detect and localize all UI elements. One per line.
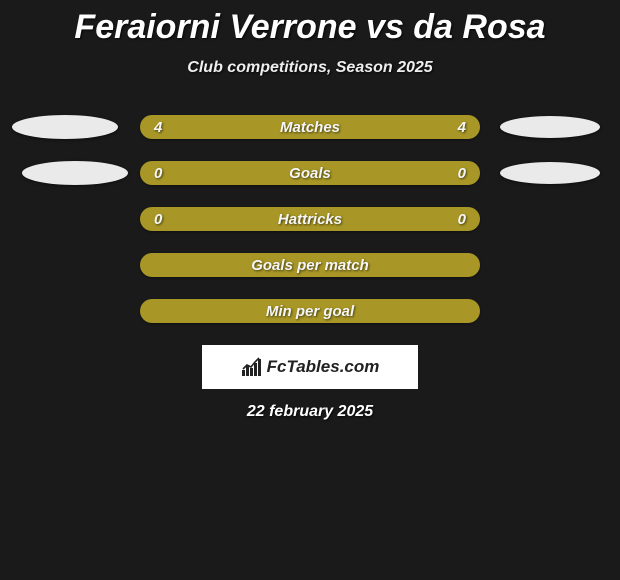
stat-row-goals-per-match: Goals per match: [10, 253, 610, 277]
player-ellipse-right: [500, 162, 600, 184]
stat-label: Goals per match: [251, 257, 369, 274]
stat-right-value: 0: [458, 211, 466, 228]
stat-right-value: 0: [458, 165, 466, 182]
comparison-content: 4 Matches 4 0 Goals 0 0 Hattricks 0: [0, 115, 620, 421]
stat-bar: Min per goal: [140, 299, 480, 323]
stat-right-value: 4: [458, 119, 466, 136]
stat-label: Matches: [280, 119, 340, 136]
right-side: [490, 162, 610, 184]
page-title: Feraiorni Verrone vs da Rosa: [0, 0, 620, 47]
stat-bar: 0 Goals 0: [140, 161, 480, 185]
date-label: 22 february 2025: [10, 403, 610, 421]
stat-left-value: 4: [154, 119, 162, 136]
left-side: [10, 161, 130, 185]
left-side: [10, 115, 130, 139]
player-ellipse-left: [12, 115, 118, 139]
stat-bar: Goals per match: [140, 253, 480, 277]
stat-bar: 0 Hattricks 0: [140, 207, 480, 231]
stat-row-min-per-goal: Min per goal: [10, 299, 610, 323]
chart-icon: [241, 357, 263, 377]
stat-bar: 4 Matches 4: [140, 115, 480, 139]
stat-label: Hattricks: [278, 211, 342, 228]
stat-left-value: 0: [154, 211, 162, 228]
right-side: [490, 116, 610, 138]
player-ellipse-right: [500, 116, 600, 138]
stat-row-hattricks: 0 Hattricks 0: [10, 207, 610, 231]
stat-label: Goals: [289, 165, 331, 182]
stat-label: Min per goal: [266, 303, 354, 320]
stat-row-matches: 4 Matches 4: [10, 115, 610, 139]
player-ellipse-left: [22, 161, 128, 185]
stat-left-value: 0: [154, 165, 162, 182]
site-badge[interactable]: FcTables.com: [202, 345, 418, 389]
subtitle: Club competitions, Season 2025: [0, 59, 620, 77]
site-name: FcTables.com: [267, 357, 380, 377]
stat-row-goals: 0 Goals 0: [10, 161, 610, 185]
